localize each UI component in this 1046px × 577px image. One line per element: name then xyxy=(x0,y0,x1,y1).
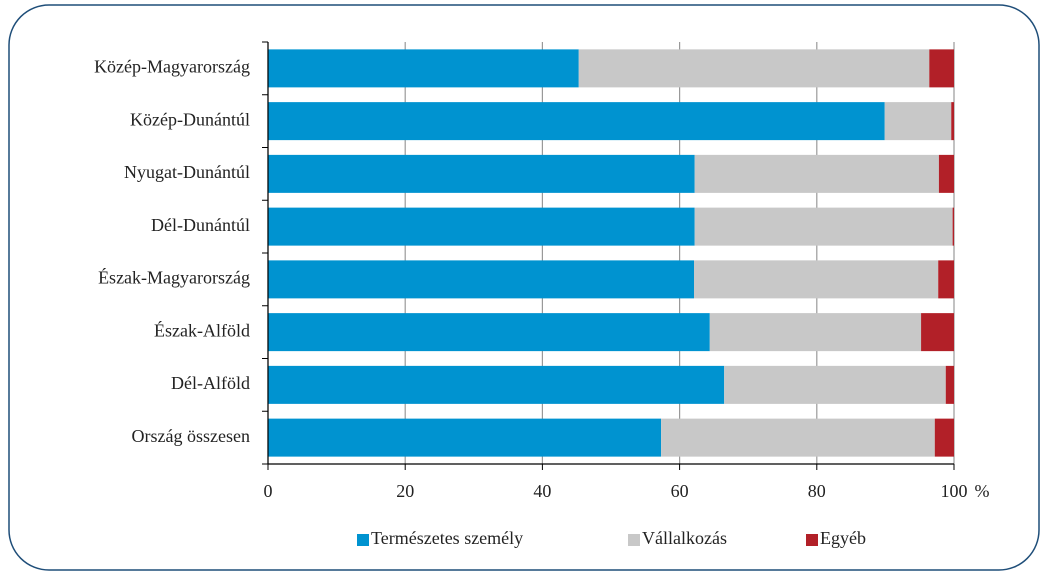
y-tick-label: Közép-Dunántúl xyxy=(130,109,250,129)
bar-segment xyxy=(694,260,939,299)
x-tick-label: 100 xyxy=(941,481,968,501)
x-axis-label: % xyxy=(975,481,990,501)
legend-label: Egyéb xyxy=(820,528,866,548)
y-tick-label: Dél-Alföld xyxy=(171,373,250,393)
y-tick-label: Észak-Magyarország xyxy=(98,267,250,288)
bar-segment xyxy=(268,365,725,404)
bar-segment xyxy=(934,418,954,457)
y-tick-label: Nyugat-Dunántúl xyxy=(124,162,250,182)
bar-segment xyxy=(268,102,885,141)
x-tick-label: 80 xyxy=(808,481,826,501)
bar-segment xyxy=(951,102,954,141)
bar-segment xyxy=(578,49,930,88)
y-tick-label: Dél-Dunántúl xyxy=(151,215,250,235)
bar-segment xyxy=(661,418,935,457)
bar-segment xyxy=(952,207,954,246)
legend-swatch xyxy=(628,534,640,546)
bar-segment xyxy=(921,313,954,352)
legend-label: Vállalkozás xyxy=(642,528,727,548)
bar-segment xyxy=(268,207,695,246)
y-tick-label: Ország összesen xyxy=(132,426,250,446)
bar-segment xyxy=(938,260,954,299)
legend-swatch xyxy=(806,534,818,546)
x-tick-label: 60 xyxy=(671,481,689,501)
bar-segment xyxy=(268,154,695,193)
x-tick-label: 40 xyxy=(533,481,551,501)
bar-segment xyxy=(945,365,954,404)
bar-segment xyxy=(694,207,953,246)
bar-segment xyxy=(929,49,954,88)
bar-segment xyxy=(884,102,952,141)
y-tick-label: Közép-Magyarország xyxy=(94,57,250,77)
x-tick-label: 20 xyxy=(396,481,414,501)
x-tick-label: 0 xyxy=(264,481,273,501)
bar-segment xyxy=(268,418,662,457)
bar-segment xyxy=(709,313,922,352)
bar-segment xyxy=(724,365,946,404)
bar-segment xyxy=(268,313,710,352)
bar-segment xyxy=(268,49,579,88)
legend-label: Természetes személy xyxy=(371,528,523,548)
bar-segment xyxy=(938,154,954,193)
bar-segment xyxy=(694,154,939,193)
bar-segment xyxy=(268,260,695,299)
legend-swatch xyxy=(357,534,369,546)
y-tick-label: Észak-Alföld xyxy=(154,319,250,340)
